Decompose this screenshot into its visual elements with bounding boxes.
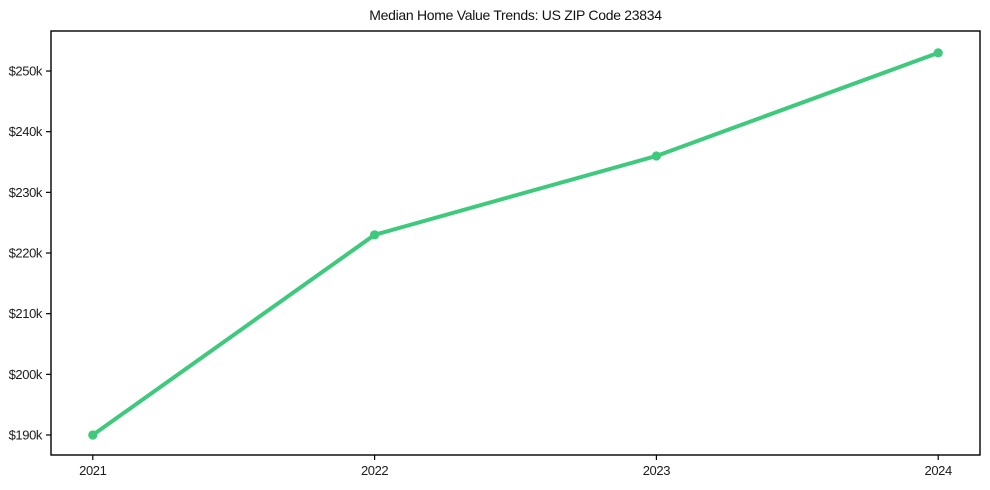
y-tick-label: $250k (9, 64, 43, 79)
data-point-marker (88, 430, 98, 440)
x-tick-label: 2021 (79, 463, 106, 478)
line-series (90, 50, 941, 437)
data-point-marker (370, 230, 380, 240)
data-point-marker (651, 151, 661, 161)
x-tick-label: 2024 (925, 463, 952, 478)
y-tick-label: $200k (9, 367, 43, 382)
y-tick-label: $210k (9, 306, 43, 321)
data-point-marker (933, 48, 943, 58)
plot-border (50, 30, 981, 456)
y-tick-label: $190k (9, 427, 43, 442)
y-tick-label: $230k (9, 185, 43, 200)
x-tick-label: 2023 (643, 463, 670, 478)
y-tick-label: $240k (9, 124, 43, 139)
y-tick-label: $220k (9, 246, 43, 261)
x-tick-label: 2022 (361, 463, 388, 478)
chart-title: Median Home Value Trends: US ZIP Code 23… (369, 7, 662, 23)
